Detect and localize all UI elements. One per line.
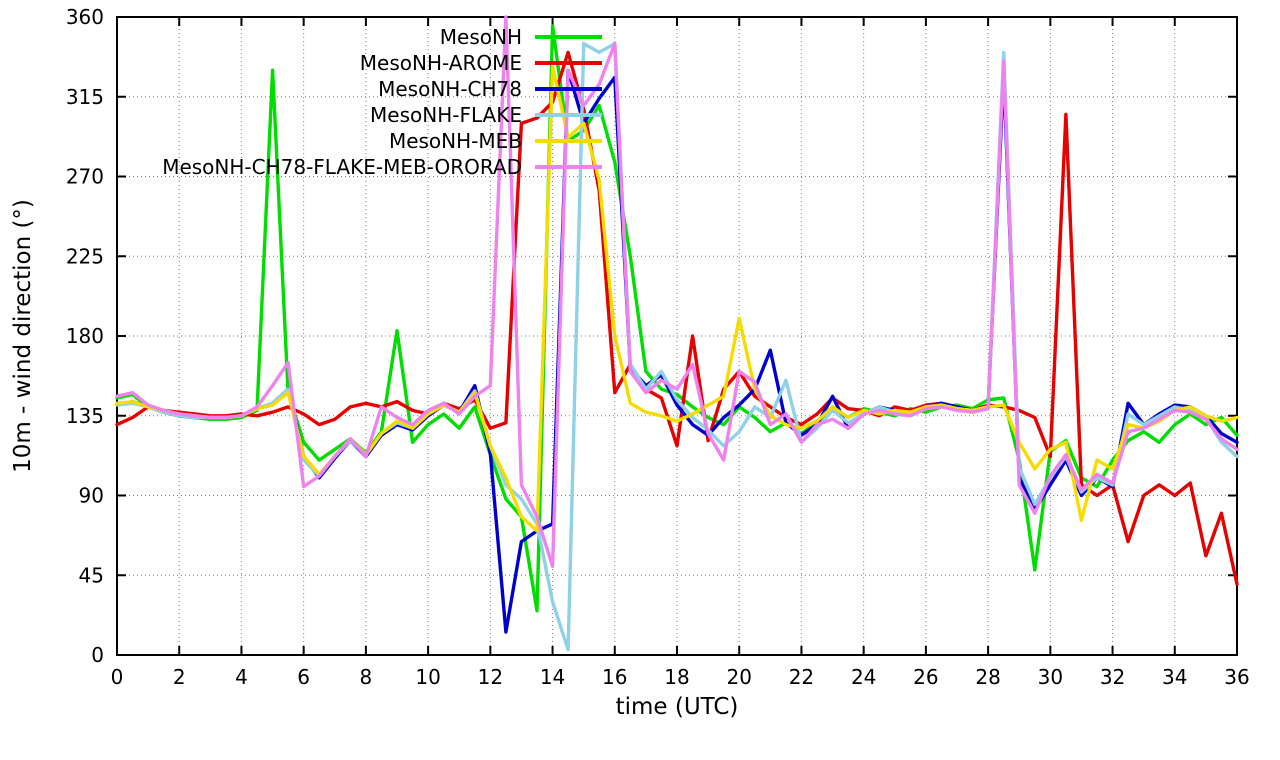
legend-label: MesoNH-MEB (389, 129, 522, 153)
series-line-MesoNH-MEB (115, 64, 1239, 533)
x-tick-label: 6 (297, 665, 310, 689)
legend-label: MesoNH-AROME (360, 51, 522, 75)
legend-label: MesoNH-CH78-FLAKE-MEB-ORORAD (162, 155, 522, 179)
y-tick-label: 315 (66, 85, 104, 109)
y-tick-label: 45 (79, 563, 104, 587)
x-tick-label: 26 (913, 665, 938, 689)
x-tick-label: 14 (540, 665, 565, 689)
x-axis-label: time (UTC) (616, 694, 739, 720)
legend-entry: MesoNH-CH78-FLAKE-MEB-ORORAD (162, 155, 602, 179)
y-tick-label: 225 (66, 244, 104, 268)
y-tick-label: 360 (66, 5, 104, 29)
x-tick-label: 8 (360, 665, 373, 689)
x-tick-label: 12 (478, 665, 503, 689)
x-tick-label: 36 (1224, 665, 1249, 689)
x-tick-label: 34 (1162, 665, 1187, 689)
x-tick-label: 2 (173, 665, 186, 689)
y-tick-label: 0 (91, 643, 104, 667)
x-tick-label: 24 (851, 665, 876, 689)
legend-entry: MesoNH-FLAKE (370, 103, 602, 127)
x-tick-label: 18 (664, 665, 689, 689)
y-tick-label: 135 (66, 404, 104, 428)
x-tick-label: 10 (415, 665, 440, 689)
legend: MesoNHMesoNH-AROMEMesoNH-CH78MesoNH-FLAK… (162, 25, 602, 179)
x-tick-label: 4 (235, 665, 248, 689)
x-tick-label: 20 (726, 665, 751, 689)
x-tick-label: 32 (1100, 665, 1125, 689)
y-tick-label: 180 (66, 324, 104, 348)
legend-entry: MesoNH-CH78 (378, 77, 602, 101)
y-axis-label: 10m - wind direction (°) (10, 199, 36, 473)
plot-border (116, 16, 1238, 656)
legend-label: MesoNH-FLAKE (370, 103, 522, 127)
x-tick-label: 30 (1038, 665, 1063, 689)
legend-entry: MesoNH (440, 25, 602, 49)
series-line-MesoNH-AROME (115, 50, 1239, 586)
legend-label: MesoNH (440, 25, 522, 49)
x-tick-label: 22 (789, 665, 814, 689)
y-tick-label: 270 (66, 165, 104, 189)
x-tick-label: 0 (111, 665, 124, 689)
axis-ticks: 0 2 4 6 8 10 12 14 16 18 20 22 24 26 28 30 32 34 360459013… (66, 5, 1250, 689)
x-tick-label: 28 (975, 665, 1000, 689)
x-tick-label: 16 (602, 665, 627, 689)
legend-label: MesoNH-CH78 (378, 77, 522, 101)
series-line-MesoNH-CH78-FLAKE-MEB-ORORAD (115, 15, 1239, 569)
legend-entry: MesoNH-AROME (360, 51, 602, 75)
y-tick-label: 90 (79, 484, 104, 508)
series-lines (115, 15, 1239, 652)
legend-entry: MesoNH-MEB (389, 129, 602, 153)
